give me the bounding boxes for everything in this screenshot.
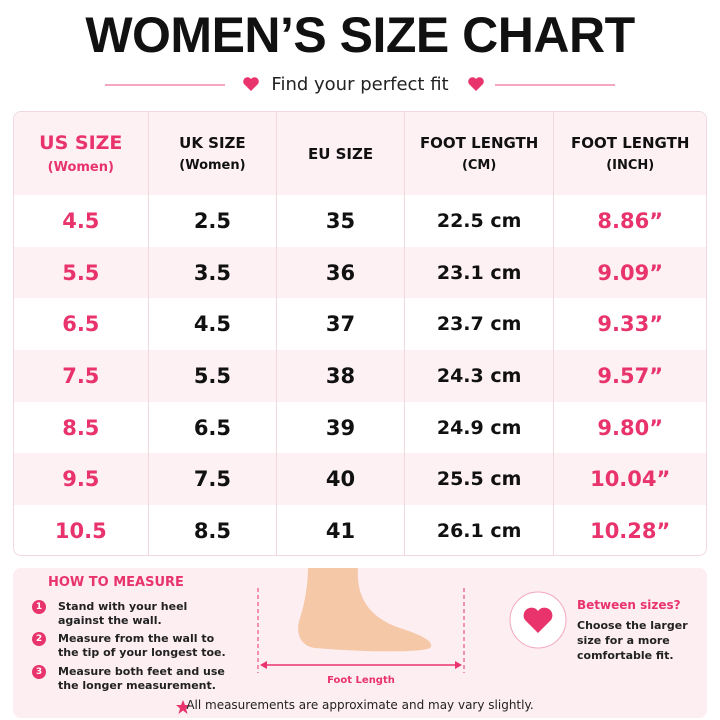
table-row: 5.5 3.5 36 23.1 cm 9.09” [14, 246, 706, 299]
table-cell: 3.5 [149, 246, 278, 299]
table-cell: 10.04” [590, 467, 671, 492]
step-text: Measure both feet and use the longer mea… [58, 665, 225, 692]
header-cell: EU SIZE [277, 112, 405, 195]
table-cell: 26.1 cm [405, 505, 555, 555]
subtitle: Find your perfect fit [271, 74, 449, 95]
diagram-label: Foot Length [327, 675, 395, 686]
table-row: 10.5 8.5 41 26.1 cm 10.28” [14, 505, 706, 555]
header-cell: FOOT LENGTH (CM) [405, 112, 555, 195]
table-cell: 25.5 cm [405, 453, 555, 506]
table-row: 6.5 4.5 37 23.7 cm 9.33” [14, 298, 706, 351]
header-sub: (Women) [47, 160, 114, 175]
table-cell: 38 [277, 350, 405, 402]
table-cell: 22.5 cm [405, 195, 555, 247]
table-cell: 4.5 [149, 298, 278, 351]
footer-note: All measurements are approximate and may… [186, 698, 534, 712]
table-cell: 8.5 [149, 505, 278, 555]
header-title: FOOT LENGTH [419, 134, 539, 152]
table-cell: 23.1 cm [405, 246, 555, 299]
table-cell: 10.5 [14, 505, 149, 555]
title: WOMEN’S SIZE CHART [85, 7, 635, 63]
header-sub: (CM) [461, 158, 497, 173]
header-title: FOOT LENGTH [571, 134, 690, 152]
table-cell: 9.57” [597, 363, 664, 388]
table-cell: 24.3 cm [405, 350, 555, 402]
step-number: 3 [32, 665, 46, 679]
table-cell: 8.5 [14, 401, 149, 454]
table-row: 4.5 2.5 35 22.5 cm 8.86” [14, 195, 706, 247]
header-title: UK SIZE [179, 134, 246, 152]
table-cell: 4.5 [14, 195, 149, 247]
table-cell: 40 [277, 453, 405, 506]
table-cell: 35 [277, 195, 405, 247]
header-sub: (Women) [179, 158, 246, 173]
header-title: EU SIZE [307, 144, 374, 163]
table-cell: 5.5 [149, 350, 278, 402]
table-row: 9.5 7.5 40 25.5 cm 10.04” [14, 453, 706, 506]
tip-text: Choose the larger size for a more comfor… [577, 619, 688, 662]
table-cell: 2.5 [149, 195, 278, 247]
table-cell: 41 [277, 505, 405, 555]
table-cell: 7.5 [149, 453, 278, 506]
table-cell: 9.80” [597, 415, 664, 440]
table-cell: 23.7 cm [405, 298, 555, 351]
table-cell: 9.33” [597, 312, 664, 337]
header-cell: US SIZE (Women) [14, 112, 149, 195]
table-cell: 6.5 [149, 401, 278, 454]
step-text: Stand with your heel against the wall. [58, 600, 188, 627]
foot-diagram: Foot Length [257, 568, 465, 686]
header-cell: FOOT LENGTH (INCH) [554, 112, 706, 195]
star-icon [176, 700, 190, 714]
table-cell: 36 [277, 246, 405, 299]
header-title: US SIZE [39, 132, 123, 154]
header-sub: (INCH) [606, 158, 655, 173]
heart-icon [509, 591, 567, 649]
step-text: Measure from the wall to the tip of your… [58, 632, 226, 659]
table-cell: 10.28” [590, 518, 671, 543]
tip-title: Between sizes? [577, 598, 681, 612]
step-number: 1 [32, 600, 46, 614]
table-cell: 6.5 [14, 298, 149, 351]
table-cell: 9.5 [14, 453, 149, 506]
table-cell: 5.5 [14, 246, 149, 299]
table-cell: 7.5 [14, 350, 149, 402]
header-cell: UK SIZE (Women) [149, 112, 278, 195]
header-row: US SIZE (Women) UK SIZE (Women) EU SIZE FOOT … [14, 112, 706, 195]
table-row: 7.5 5.5 38 24.3 cm 9.57” [14, 350, 706, 402]
measure-step: 1 Stand with your heel against the wall. [32, 600, 232, 628]
table-cell: 9.09” [597, 260, 664, 285]
table-row: 8.5 6.5 39 24.9 cm 9.80” [14, 401, 706, 454]
size-table: US SIZE (Women) UK SIZE (Women) EU SIZE FOOT … [13, 111, 707, 556]
measure-title: HOW TO MEASURE [48, 575, 184, 590]
step-number: 2 [32, 632, 46, 646]
table-cell: 24.9 cm [405, 401, 555, 454]
table-cell: 37 [277, 298, 405, 351]
measure-step: 2 Measure from the wall to the tip of you… [32, 632, 232, 660]
measure-step: 3 Measure both feet and use the longer me… [32, 665, 232, 693]
subtitle-decoration [105, 77, 615, 91]
table-cell: 39 [277, 401, 405, 454]
table-cell: 8.86” [597, 208, 664, 233]
